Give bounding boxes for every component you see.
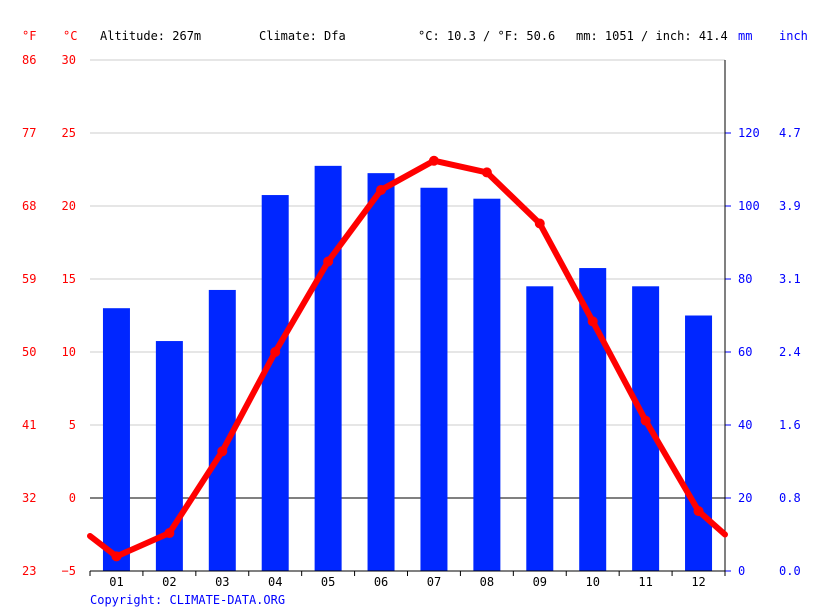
fahrenheit-tick-label: 41 bbox=[22, 418, 36, 432]
temperature-point bbox=[217, 446, 228, 457]
celsius-tick-label: 15 bbox=[62, 272, 76, 286]
precipitation-bar bbox=[473, 198, 501, 571]
temperature-point bbox=[164, 528, 175, 539]
inch-tick-label: 1.6 bbox=[779, 418, 801, 432]
fahrenheit-tick-label: 32 bbox=[22, 491, 36, 505]
celsius-tick-label: 30 bbox=[62, 53, 76, 67]
temperature-point bbox=[111, 551, 122, 562]
precipitation-bar bbox=[685, 315, 713, 571]
copyright-label: Copyright: CLIMATE-DATA.ORG bbox=[90, 593, 285, 607]
fahrenheit-tick-label: 86 bbox=[22, 53, 36, 67]
precipitation-bar bbox=[420, 187, 448, 571]
fahrenheit-tick-label: 68 bbox=[22, 199, 36, 213]
precipitation-bar bbox=[102, 308, 130, 571]
precipitation-bar bbox=[632, 286, 660, 571]
mm-unit-label: mm bbox=[738, 29, 752, 43]
temperature-average-label: °C: 10.3 / °F: 50.6 bbox=[418, 29, 555, 43]
temperature-line-path bbox=[87, 157, 728, 560]
mm-tick-label: 80 bbox=[738, 272, 752, 286]
mm-tick-label: 40 bbox=[738, 418, 752, 432]
fahrenheit-tick-label: 23 bbox=[22, 564, 36, 578]
climate-label: Climate: Dfa bbox=[259, 29, 346, 43]
celsius-tick-label: 20 bbox=[62, 199, 76, 213]
celsius-tick-label: 10 bbox=[62, 345, 76, 359]
temperature-point bbox=[481, 167, 492, 178]
fahrenheit-unit-label: °F bbox=[22, 29, 36, 43]
precipitation-bars bbox=[102, 165, 713, 572]
temperature-point bbox=[587, 316, 598, 327]
month-tick-label: 06 bbox=[374, 575, 388, 589]
temperature-point bbox=[534, 218, 545, 229]
inch-tick-label: 0.0 bbox=[779, 564, 801, 578]
celsius-tick-label: −5 bbox=[62, 564, 76, 578]
month-tick-label: 12 bbox=[691, 575, 705, 589]
mm-tick-label: 0 bbox=[738, 564, 745, 578]
mm-tick-label: 20 bbox=[738, 491, 752, 505]
inch-tick-label: 0.8 bbox=[779, 491, 801, 505]
temperature-line bbox=[87, 155, 728, 562]
month-tick-label: 03 bbox=[215, 575, 229, 589]
temperature-point bbox=[428, 155, 439, 166]
fahrenheit-tick-label: 77 bbox=[22, 126, 36, 140]
axes bbox=[89, 60, 731, 576]
grid-lines bbox=[90, 59, 725, 499]
celsius-unit-label: °C bbox=[63, 29, 77, 43]
temperature-point bbox=[693, 506, 704, 517]
inch-tick-label: 3.9 bbox=[779, 199, 801, 213]
month-tick-label: 02 bbox=[162, 575, 176, 589]
inch-tick-label: 4.7 bbox=[779, 126, 801, 140]
month-tick-label: 08 bbox=[480, 575, 494, 589]
precipitation-bar bbox=[261, 195, 289, 572]
celsius-tick-label: 25 bbox=[62, 126, 76, 140]
month-tick-label: 04 bbox=[268, 575, 282, 589]
precipitation-bar bbox=[526, 286, 554, 571]
fahrenheit-tick-label: 59 bbox=[22, 272, 36, 286]
temperature-point bbox=[270, 347, 281, 357]
mm-tick-label: 60 bbox=[738, 345, 752, 359]
mm-tick-label: 100 bbox=[738, 199, 760, 213]
month-tick-label: 10 bbox=[585, 575, 599, 589]
month-tick-label: 01 bbox=[109, 575, 123, 589]
precipitation-total-label: mm: 1051 / inch: 41.4 bbox=[576, 29, 728, 43]
celsius-tick-label: 5 bbox=[69, 418, 76, 432]
fahrenheit-tick-label: 50 bbox=[22, 345, 36, 359]
inch-tick-label: 3.1 bbox=[779, 272, 801, 286]
celsius-tick-label: 0 bbox=[69, 491, 76, 505]
temperature-point bbox=[640, 415, 651, 426]
temperature-point bbox=[376, 184, 387, 195]
precipitation-bar bbox=[367, 173, 395, 571]
mm-tick-label: 120 bbox=[738, 126, 760, 140]
inch-tick-label: 2.4 bbox=[779, 345, 801, 359]
temperature-point bbox=[323, 256, 334, 267]
month-tick-label: 09 bbox=[533, 575, 547, 589]
altitude-label: Altitude: 267m bbox=[100, 29, 201, 43]
inch-unit-label: inch bbox=[779, 29, 808, 43]
month-tick-label: 11 bbox=[638, 575, 652, 589]
precipitation-bar bbox=[314, 165, 342, 571]
month-tick-label: 07 bbox=[427, 575, 441, 589]
month-tick-label: 05 bbox=[321, 575, 335, 589]
precipitation-bar bbox=[579, 268, 607, 571]
